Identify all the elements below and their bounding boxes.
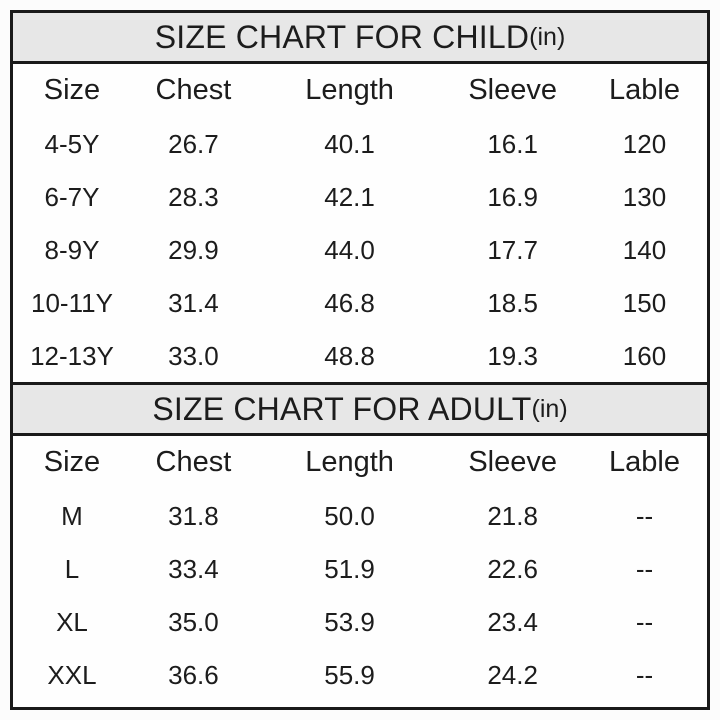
adult-header-row: Size Chest Length Sleeve Lable	[13, 436, 707, 489]
table-cell: 21.8	[487, 500, 538, 531]
table-cell: M	[61, 500, 83, 531]
table-cell: 40.1	[324, 128, 375, 159]
table-cell: 50.0	[324, 500, 375, 531]
column-header-lable: Lable	[609, 74, 680, 106]
table-cell: 23.4	[487, 606, 538, 637]
table-row: 6-7Y 28.3 42.1 16.9 130	[13, 170, 707, 223]
table-row: 8-9Y 29.9 44.0 17.7 140	[13, 223, 707, 276]
table-cell: 29.9	[168, 234, 219, 265]
table-cell: 35.0	[168, 606, 219, 637]
table-cell: XXL	[47, 659, 97, 690]
child-size-table: Size Chest Length Sleeve Lable 4-5Y 26.7…	[13, 64, 707, 382]
table-cell: 48.8	[324, 340, 375, 371]
column-header-size: Size	[43, 446, 101, 478]
table-cell: 26.7	[168, 128, 219, 159]
table-row: 10-11Y 31.4 46.8 18.5 150	[13, 276, 707, 329]
column-header-length: Length	[305, 74, 394, 106]
table-row: L 33.4 51.9 22.6 --	[13, 542, 707, 595]
table-cell: 51.9	[324, 553, 375, 584]
table-row: 12-13Y 33.0 48.8 19.3 160	[13, 329, 707, 382]
table-cell: 53.9	[324, 606, 375, 637]
table-cell: 55.9	[324, 659, 375, 690]
table-cell: 33.0	[168, 340, 219, 371]
table-cell: 33.4	[168, 553, 219, 584]
table-cell: 19.3	[487, 340, 538, 371]
table-cell: --	[635, 500, 654, 531]
table-cell: 12-13Y	[30, 340, 114, 371]
table-row: M 31.8 50.0 21.8 --	[13, 489, 707, 542]
column-header-chest: Chest	[155, 446, 232, 478]
adult-section-unit: (in)	[531, 394, 568, 423]
column-header-sleeve: Sleeve	[468, 74, 557, 106]
size-chart: SIZE CHART FOR CHILD (in) Size Chest Leng…	[10, 10, 710, 710]
table-cell: 140	[622, 234, 667, 265]
column-header-size: Size	[43, 74, 101, 106]
table-cell: 150	[622, 287, 667, 318]
table-cell: 6-7Y	[44, 181, 100, 212]
table-cell: 22.6	[487, 553, 538, 584]
table-cell: 8-9Y	[44, 234, 100, 265]
table-row: XXL 36.6 55.9 24.2 --	[13, 648, 707, 701]
child-section-header: SIZE CHART FOR CHILD (in)	[13, 13, 707, 64]
adult-section-title: SIZE CHART FOR ADULT	[152, 390, 532, 427]
table-cell: 44.0	[324, 234, 375, 265]
table-cell: 160	[622, 340, 667, 371]
child-header-row: Size Chest Length Sleeve Lable	[13, 64, 707, 117]
column-header-length: Length	[305, 446, 394, 478]
table-cell: 4-5Y	[44, 128, 100, 159]
table-cell: 17.7	[487, 234, 538, 265]
adult-size-table: Size Chest Length Sleeve Lable M 31.8 50…	[13, 436, 707, 701]
table-cell: 16.1	[487, 128, 538, 159]
table-cell: XL	[56, 606, 88, 637]
child-section-title: SIZE CHART FOR CHILD	[154, 18, 530, 55]
table-cell: 10-11Y	[31, 287, 113, 318]
table-cell: 18.5	[487, 287, 538, 318]
table-cell: 46.8	[324, 287, 375, 318]
table-cell: 24.2	[487, 659, 538, 690]
table-row: 4-5Y 26.7 40.1 16.1 120	[13, 117, 707, 170]
table-cell: 16.9	[487, 181, 538, 212]
column-header-chest: Chest	[155, 74, 232, 106]
table-cell: 36.6	[168, 659, 219, 690]
table-cell: 31.8	[168, 500, 219, 531]
table-cell: 28.3	[168, 181, 219, 212]
table-row: XL 35.0 53.9 23.4 --	[13, 595, 707, 648]
table-cell: --	[635, 659, 654, 690]
column-header-lable: Lable	[609, 446, 680, 478]
table-cell: L	[64, 553, 80, 584]
table-cell: 42.1	[324, 181, 375, 212]
column-header-sleeve: Sleeve	[468, 446, 557, 478]
table-cell: 31.4	[168, 287, 219, 318]
adult-section-header: SIZE CHART FOR ADULT (in)	[13, 382, 707, 436]
table-cell: 130	[622, 181, 667, 212]
table-cell: 120	[622, 128, 667, 159]
table-cell: --	[635, 553, 654, 584]
child-section-unit: (in)	[529, 22, 566, 51]
table-cell: --	[635, 606, 654, 637]
